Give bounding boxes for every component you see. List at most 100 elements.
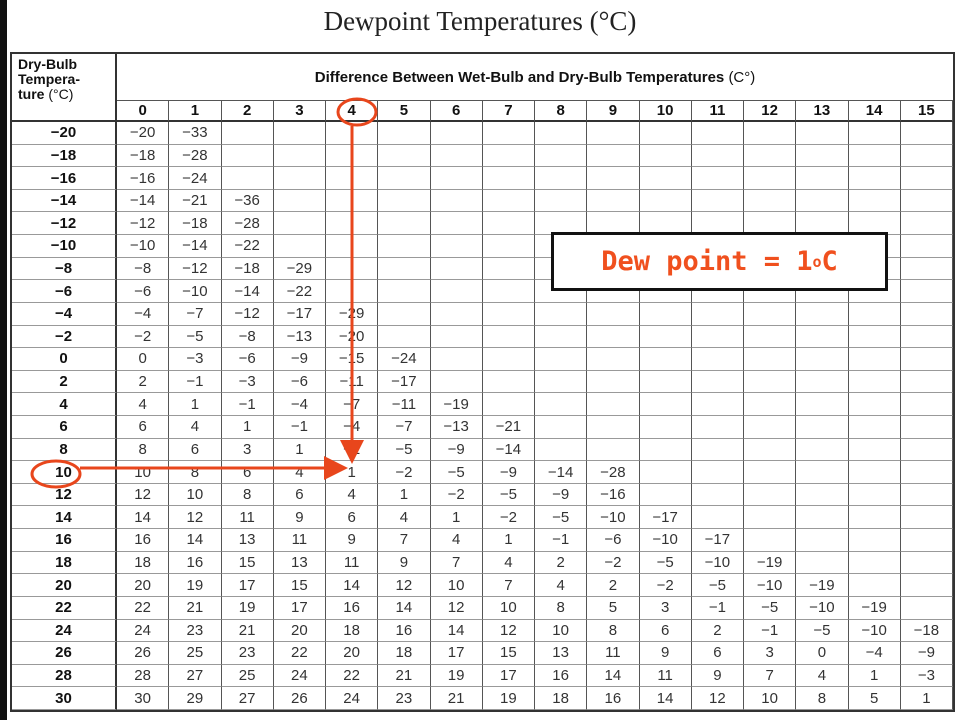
empty-cell xyxy=(587,325,640,349)
empty-cell xyxy=(639,167,692,190)
table-cell: 12 xyxy=(482,619,535,643)
column-number: 3 xyxy=(273,100,326,122)
empty-cell xyxy=(900,551,953,575)
empty-cell xyxy=(900,235,953,258)
table-cell: −5 xyxy=(535,506,588,530)
row-label: 24 xyxy=(12,619,117,643)
table-cell: 9 xyxy=(378,551,431,575)
corner-header: Dry-Bulb Tempera- ture (°C) xyxy=(12,54,117,122)
empty-cell xyxy=(535,144,588,168)
table-cell: 12 xyxy=(169,506,222,530)
table-cell: 11 xyxy=(326,551,379,575)
table-cell: −2 xyxy=(117,325,170,349)
table-cell: −8 xyxy=(221,325,274,349)
empty-cell xyxy=(378,144,431,168)
table-cell: −2 xyxy=(430,483,483,507)
empty-cell xyxy=(430,302,483,326)
table-cell: 1 xyxy=(900,687,953,710)
empty-cell xyxy=(796,551,849,575)
row-label: −20 xyxy=(12,122,117,145)
empty-cell xyxy=(900,483,953,507)
empty-cell xyxy=(744,144,797,168)
empty-cell xyxy=(430,189,483,213)
row-label: 18 xyxy=(12,551,117,575)
table-cell: −10 xyxy=(639,529,692,552)
table-cell: −28 xyxy=(587,461,640,484)
table-cell: 1 xyxy=(169,393,222,416)
empty-cell xyxy=(691,506,744,530)
table-cell: 17 xyxy=(482,664,535,688)
table-cell: 25 xyxy=(169,642,222,665)
empty-cell xyxy=(639,393,692,416)
table-cell: 13 xyxy=(221,529,274,552)
table-cell: 7 xyxy=(378,529,431,552)
table-cell: 14 xyxy=(169,529,222,552)
table-cell: −21 xyxy=(482,416,535,439)
corner-unit: (°C) xyxy=(48,86,74,102)
table-cell: 12 xyxy=(430,596,483,620)
table-cell: 27 xyxy=(221,687,274,710)
empty-cell xyxy=(796,325,849,349)
empty-cell xyxy=(691,461,744,484)
empty-cell xyxy=(482,167,535,190)
table-cell: 14 xyxy=(430,619,483,643)
table-cell: −13 xyxy=(430,416,483,439)
empty-cell xyxy=(482,122,535,145)
callout-text: Dew point = 1 xyxy=(601,246,813,277)
table-cell: −12 xyxy=(221,302,274,326)
table-cell: 23 xyxy=(221,642,274,665)
empty-cell xyxy=(430,280,483,303)
empty-cell xyxy=(430,167,483,190)
row-label: 10 xyxy=(12,461,117,484)
table-cell: 16 xyxy=(169,551,222,575)
table-cell: 21 xyxy=(430,687,483,710)
empty-cell xyxy=(482,144,535,168)
column-number: 12 xyxy=(744,100,797,122)
table-cell: 16 xyxy=(117,529,170,552)
table-cell: −1 xyxy=(273,416,326,439)
empty-cell xyxy=(848,325,901,349)
table-cell: −9 xyxy=(482,461,535,484)
table-cell: −19 xyxy=(430,393,483,416)
table-cell: 22 xyxy=(273,642,326,665)
corner-line: ture (°C) xyxy=(18,87,109,102)
table-cell: 22 xyxy=(326,664,379,688)
empty-cell xyxy=(796,370,849,394)
column-number: 13 xyxy=(796,100,849,122)
table-cell: 21 xyxy=(378,664,431,688)
empty-cell xyxy=(848,302,901,326)
table-cell: −3 xyxy=(900,664,953,688)
empty-cell xyxy=(378,235,431,258)
empty-cell xyxy=(535,438,588,462)
empty-cell xyxy=(744,167,797,190)
row-label: −10 xyxy=(12,235,117,258)
table-cell: 17 xyxy=(221,574,274,597)
table-cell: 18 xyxy=(117,551,170,575)
table-cell: −24 xyxy=(169,167,222,190)
table-cell: 11 xyxy=(587,642,640,665)
empty-cell xyxy=(848,370,901,394)
empty-cell xyxy=(482,370,535,394)
empty-cell xyxy=(587,370,640,394)
empty-cell xyxy=(639,144,692,168)
table-cell: −16 xyxy=(587,483,640,507)
empty-cell xyxy=(900,257,953,281)
empty-cell xyxy=(639,325,692,349)
column-number: 1 xyxy=(169,100,222,122)
empty-cell xyxy=(691,122,744,145)
column-number: 6 xyxy=(430,100,483,122)
empty-cell xyxy=(744,529,797,552)
empty-cell xyxy=(744,122,797,145)
table-cell: 14 xyxy=(117,506,170,530)
table-cell: 13 xyxy=(535,642,588,665)
empty-cell xyxy=(848,529,901,552)
table-cell: 6 xyxy=(221,461,274,484)
table-cell: 14 xyxy=(326,574,379,597)
table-cell: −12 xyxy=(169,257,222,281)
empty-cell xyxy=(691,144,744,168)
empty-cell xyxy=(273,167,326,190)
column-number: 15 xyxy=(900,100,953,122)
empty-cell xyxy=(900,189,953,213)
table-cell: 16 xyxy=(326,596,379,620)
table-cell: 2 xyxy=(535,551,588,575)
